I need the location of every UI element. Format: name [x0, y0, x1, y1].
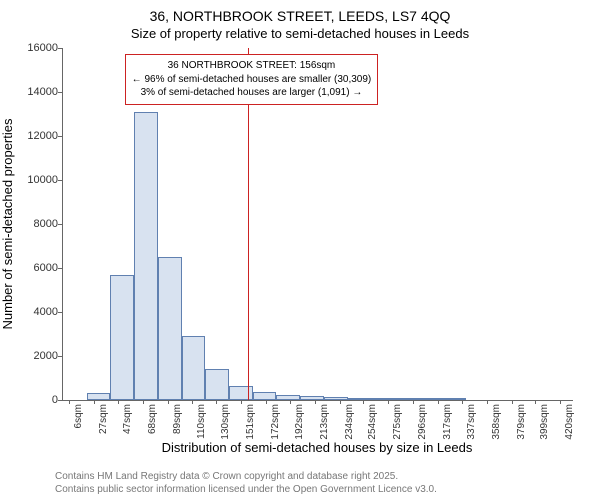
y-tick-label: 16000 [20, 42, 58, 54]
x-tick-label: 192sqm [294, 404, 305, 440]
x-tick-label: 172sqm [270, 404, 281, 440]
annotation-line-2: ← 96% of semi-detached houses are smalle… [132, 73, 372, 87]
y-axis-label: Number of semi-detached properties [0, 119, 15, 330]
histogram-bar [134, 112, 158, 400]
histogram-bar [158, 257, 182, 400]
histogram-bar [419, 398, 443, 400]
x-tick-label: 6sqm [73, 404, 84, 440]
x-tick-mark [535, 400, 536, 404]
histogram-bar [300, 396, 324, 400]
x-tick-mark [266, 400, 267, 404]
x-tick-mark [118, 400, 119, 404]
x-tick-mark [69, 400, 70, 404]
x-tick-mark [143, 400, 144, 404]
annotation-box: 36 NORTHBROOK STREET: 156sqm ← 96% of se… [125, 54, 379, 105]
x-tick-label: 68sqm [147, 404, 158, 440]
histogram-bar [276, 395, 300, 401]
x-tick-label: 337sqm [466, 404, 477, 440]
x-tick-label: 27sqm [98, 404, 109, 440]
x-tick-mark [241, 400, 242, 404]
x-tick-mark [487, 400, 488, 404]
y-tick-label: 4000 [20, 306, 58, 318]
x-tick-mark [168, 400, 169, 404]
histogram-bar [443, 398, 467, 400]
y-tick-label: 8000 [20, 218, 58, 230]
x-tick-label: 420sqm [564, 404, 575, 440]
y-tick-label: 2000 [20, 350, 58, 362]
histogram-bar [395, 398, 419, 400]
x-tick-label: 254sqm [367, 404, 378, 440]
x-tick-label: 379sqm [516, 404, 527, 440]
x-tick-mark [94, 400, 95, 404]
x-tick-label: 399sqm [539, 404, 550, 440]
x-tick-label: 89sqm [172, 404, 183, 440]
x-tick-mark [216, 400, 217, 404]
histogram-bar [110, 275, 134, 400]
x-tick-mark [512, 400, 513, 404]
x-tick-mark [388, 400, 389, 404]
histogram-bar [371, 398, 395, 400]
y-tick-label: 12000 [20, 130, 58, 142]
histogram-bar [205, 369, 229, 400]
attribution-line-2: Contains public sector information licen… [55, 483, 437, 496]
x-tick-label: 275sqm [392, 404, 403, 440]
histogram-bar [253, 392, 277, 400]
x-tick-label: 110sqm [196, 404, 207, 440]
x-tick-label: 130sqm [220, 404, 231, 440]
chart-title-sub: Size of property relative to semi-detach… [0, 26, 600, 41]
chart-title-main: 36, NORTHBROOK STREET, LEEDS, LS7 4QQ [0, 8, 600, 24]
histogram-bar [348, 398, 372, 400]
x-tick-label: 234sqm [344, 404, 355, 440]
histogram-bar [229, 386, 253, 400]
y-tick-label: 0 [20, 394, 58, 406]
attribution-text: Contains HM Land Registry data © Crown c… [55, 470, 437, 496]
annotation-line-1: 36 NORTHBROOK STREET: 156sqm [132, 59, 372, 73]
x-tick-mark [413, 400, 414, 404]
attribution-line-1: Contains HM Land Registry data © Crown c… [55, 470, 437, 483]
x-axis-label: Distribution of semi-detached houses by … [62, 440, 572, 455]
y-tick-label: 14000 [20, 86, 58, 98]
x-tick-mark [462, 400, 463, 404]
x-tick-mark [192, 400, 193, 404]
histogram-bar [324, 397, 348, 400]
x-tick-mark [290, 400, 291, 404]
x-tick-label: 358sqm [491, 404, 502, 440]
x-tick-mark [560, 400, 561, 404]
histogram-bar [87, 393, 111, 400]
x-tick-mark [363, 400, 364, 404]
property-size-chart: 36, NORTHBROOK STREET, LEEDS, LS7 4QQ Si… [0, 0, 600, 500]
y-tick-label: 10000 [20, 174, 58, 186]
x-tick-mark [438, 400, 439, 404]
x-tick-mark [315, 400, 316, 404]
x-tick-label: 47sqm [122, 404, 133, 440]
x-tick-label: 317sqm [442, 404, 453, 440]
histogram-bar [182, 336, 206, 400]
x-tick-label: 213sqm [319, 404, 330, 440]
y-tick-label: 6000 [20, 262, 58, 274]
annotation-line-3: 3% of semi-detached houses are larger (1… [132, 86, 372, 100]
x-tick-label: 151sqm [245, 404, 256, 440]
x-tick-label: 296sqm [417, 404, 428, 440]
plot-area: 36 NORTHBROOK STREET: 156sqm ← 96% of se… [62, 48, 573, 401]
x-tick-mark [340, 400, 341, 404]
